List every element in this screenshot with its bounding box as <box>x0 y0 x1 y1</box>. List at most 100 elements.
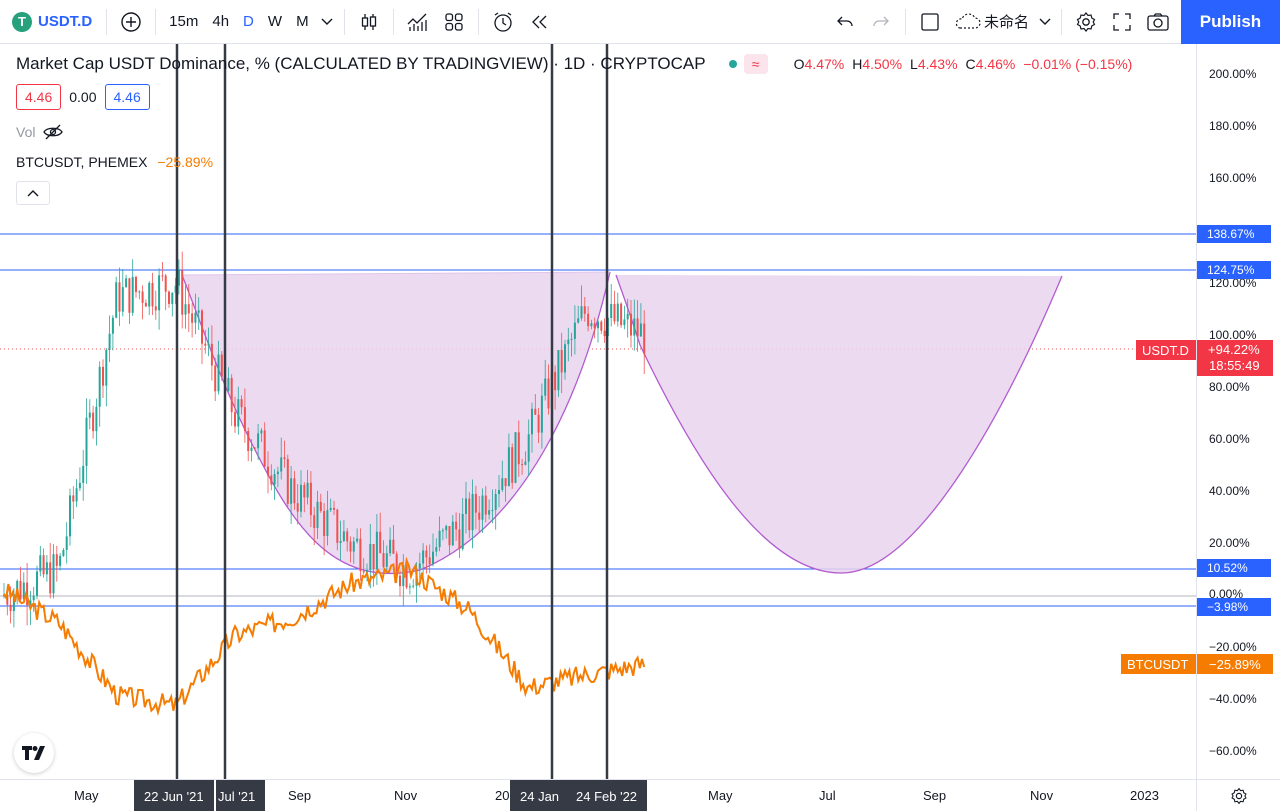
publish-button[interactable]: Publish <box>1181 0 1280 44</box>
candle-body <box>451 521 454 546</box>
candle-body <box>422 550 425 564</box>
candle-body <box>171 292 174 304</box>
cup-pattern-right[interactable] <box>616 275 1062 574</box>
usdt-series-tag: USDT.D <box>1136 340 1196 360</box>
candle-body <box>286 459 289 504</box>
indicators-icon[interactable] <box>400 0 436 44</box>
settings-gear-icon[interactable] <box>1068 0 1104 44</box>
level-label-neg4[interactable]: −3.98% <box>1197 598 1271 616</box>
timeframe-d[interactable]: D <box>243 13 254 30</box>
candle-body <box>121 287 124 312</box>
series-title[interactable]: Market Cap USDT Dominance, % (CALCULATED… <box>16 54 706 73</box>
candle-body <box>270 475 273 485</box>
candles-icon[interactable] <box>351 0 387 44</box>
candle-body <box>564 344 566 373</box>
candle-body <box>570 338 573 340</box>
candle-body <box>455 521 458 530</box>
candle-body <box>567 339 570 345</box>
candle-body <box>408 586 411 588</box>
candle-body <box>300 484 302 512</box>
candle-body <box>326 510 329 536</box>
cup-pattern-left[interactable] <box>182 272 610 574</box>
candle-body <box>389 539 392 554</box>
candle-body <box>49 562 52 594</box>
axis-settings-button[interactable] <box>1196 779 1280 811</box>
candle-body <box>514 432 517 483</box>
candle-body <box>230 378 233 413</box>
eye-hidden-icon[interactable] <box>43 124 64 140</box>
candle-body <box>98 366 101 407</box>
vline-date-label[interactable]: 24 Jan <box>510 780 570 811</box>
candle-body <box>438 530 441 548</box>
timeframe-w[interactable]: W <box>267 13 283 30</box>
candle-body <box>643 323 646 354</box>
redo-icon[interactable] <box>863 0 899 44</box>
btc-label: BTCUSDT, PHEMEX <box>16 154 148 170</box>
candle-body <box>620 303 623 326</box>
chart-pane[interactable] <box>0 44 1196 779</box>
level-label-124[interactable]: 124.75% <box>1197 261 1271 279</box>
price-tick: 180.00% <box>1209 119 1257 133</box>
symbol-search-button[interactable]: T USDT.D <box>0 0 100 44</box>
vline-date-label[interactable]: 22 Jun '21 <box>134 780 214 811</box>
time-tick: Nov <box>394 788 418 803</box>
candle-body <box>639 323 642 337</box>
level-label-138[interactable]: 138.67% <box>1197 225 1271 243</box>
price-axis[interactable]: 200.00% 180.00% 160.00% 120.00% 100.00% … <box>1196 44 1280 779</box>
candle-body <box>461 513 464 550</box>
candle-body <box>306 482 309 498</box>
main-chart[interactable] <box>0 44 1196 779</box>
level-label-10[interactable]: 10.52% <box>1197 559 1271 577</box>
compare-add-icon[interactable] <box>113 0 149 44</box>
timeframe-4h[interactable]: 4h <box>212 13 230 30</box>
undo-icon[interactable] <box>827 0 863 44</box>
candle-body <box>45 562 48 575</box>
time-tick: Sep <box>923 788 947 803</box>
candle-body <box>534 408 537 415</box>
chevron-up-icon <box>27 190 39 197</box>
price-tick: 60.00% <box>1209 432 1250 446</box>
candle-body <box>161 275 164 277</box>
candle-body <box>593 323 596 329</box>
timeframe-m[interactable]: M <box>296 13 309 30</box>
candle-body <box>187 304 190 314</box>
layout-square-icon[interactable] <box>912 0 948 44</box>
candle-body <box>494 494 497 510</box>
candle-body <box>240 399 243 408</box>
time-tick: May <box>74 788 99 803</box>
timeframe-15m[interactable]: 15m <box>169 13 199 30</box>
candle-body <box>580 306 583 319</box>
layout-name-label: 未命名 <box>983 14 1029 31</box>
candle-body <box>319 501 322 512</box>
camera-icon[interactable] <box>1140 0 1176 44</box>
legend-collapse-button[interactable] <box>16 181 50 205</box>
market-status[interactable]: ≈ <box>722 54 768 74</box>
layout-name-button[interactable]: 未命名 <box>948 0 1055 44</box>
candle-body <box>144 302 147 307</box>
candle-body <box>154 306 157 311</box>
candle-body <box>544 378 547 396</box>
buy-price-box[interactable]: 4.46 <box>104 84 150 110</box>
candle-body <box>474 493 477 513</box>
volume-legend[interactable]: Vol <box>16 124 64 140</box>
fullscreen-icon[interactable] <box>1104 0 1140 44</box>
chevron-down-icon[interactable] <box>316 0 338 44</box>
price-tick: 80.00% <box>1209 380 1250 394</box>
candle-body <box>92 412 95 432</box>
candle-body <box>247 431 250 452</box>
vline-date-label[interactable]: 24 Feb '22 <box>566 780 648 811</box>
candle-body <box>521 464 524 466</box>
candle-body <box>283 457 286 460</box>
vline-date-label[interactable]: Jul '21 <box>216 780 266 811</box>
price-tick: −60.00% <box>1209 744 1257 758</box>
candle-body <box>583 306 586 314</box>
time-axis[interactable]: May Sep Nov 20 May Jul Sep Nov 2023 22 J… <box>0 779 1196 811</box>
btcusdt-line <box>3 556 646 717</box>
replay-icon[interactable] <box>521 0 557 44</box>
sell-price-box[interactable]: 4.46 <box>16 84 62 110</box>
tradingview-logo[interactable] <box>14 733 54 773</box>
templates-grid-icon[interactable] <box>436 0 472 44</box>
alert-clock-icon[interactable] <box>485 0 521 44</box>
btcusdt-legend[interactable]: BTCUSDT, PHEMEX −25.89% <box>16 154 213 170</box>
candle-body <box>547 378 550 409</box>
